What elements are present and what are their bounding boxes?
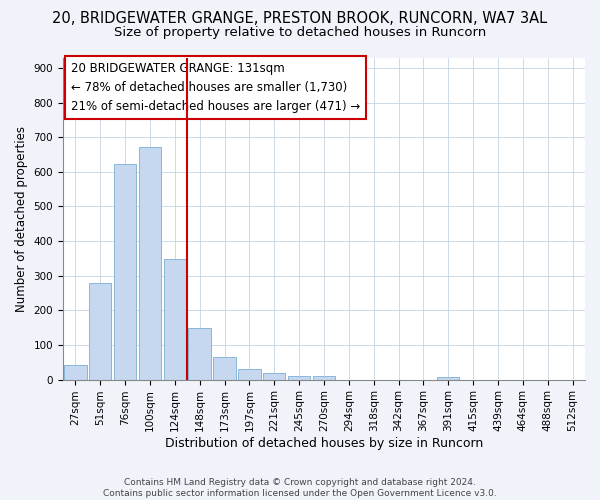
Text: Contains HM Land Registry data © Crown copyright and database right 2024.
Contai: Contains HM Land Registry data © Crown c… xyxy=(103,478,497,498)
Bar xyxy=(437,377,460,380)
Bar xyxy=(89,284,112,380)
Bar xyxy=(288,376,310,380)
Bar xyxy=(238,369,260,380)
Text: 20, BRIDGEWATER GRANGE, PRESTON BROOK, RUNCORN, WA7 3AL: 20, BRIDGEWATER GRANGE, PRESTON BROOK, R… xyxy=(52,11,548,26)
Text: Size of property relative to detached houses in Runcorn: Size of property relative to detached ho… xyxy=(114,26,486,39)
Bar xyxy=(214,357,236,380)
Bar xyxy=(313,376,335,380)
Bar xyxy=(263,374,286,380)
Y-axis label: Number of detached properties: Number of detached properties xyxy=(15,126,28,312)
Text: 20 BRIDGEWATER GRANGE: 131sqm
← 78% of detached houses are smaller (1,730)
21% o: 20 BRIDGEWATER GRANGE: 131sqm ← 78% of d… xyxy=(71,62,360,114)
Bar xyxy=(114,164,136,380)
Bar xyxy=(139,147,161,380)
Bar xyxy=(188,328,211,380)
Bar xyxy=(164,260,186,380)
Bar xyxy=(64,365,86,380)
X-axis label: Distribution of detached houses by size in Runcorn: Distribution of detached houses by size … xyxy=(165,437,483,450)
